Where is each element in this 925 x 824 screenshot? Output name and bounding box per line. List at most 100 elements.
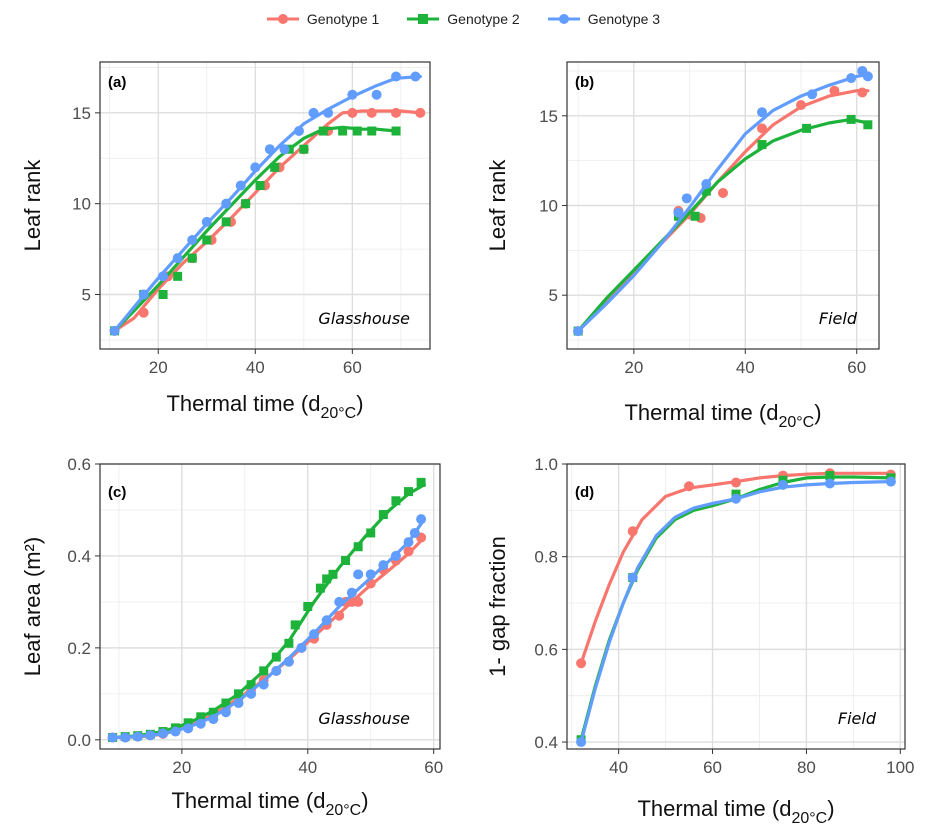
data-point-genotype-2: [404, 487, 414, 497]
y-axis-title: Leaf rank: [20, 159, 45, 252]
data-point-genotype-3: [576, 737, 587, 748]
data-point-genotype-1: [627, 526, 638, 537]
y-tick-label: 5: [549, 286, 558, 305]
data-point-genotype-1: [684, 481, 695, 492]
x-axis-title: Thermal time (d20°C): [171, 788, 368, 819]
x-tick-label: 40: [246, 358, 265, 377]
data-point-genotype-2: [353, 542, 363, 552]
data-point-genotype-2: [328, 569, 338, 579]
panel-tag: (b): [575, 74, 594, 91]
data-point-genotype-1: [415, 107, 426, 118]
series-line-genotype-3: [576, 73, 870, 333]
y-tick-label: 5: [82, 286, 91, 305]
data-point-genotype-3: [201, 216, 212, 227]
data-point-genotype-3: [334, 596, 345, 607]
data-point-genotype-3: [353, 569, 364, 580]
data-point-genotype-2: [284, 638, 294, 648]
x-axis-title: Thermal time (d20°C): [637, 796, 834, 824]
data-point-genotype-3: [807, 89, 818, 100]
data-point-genotype-2: [303, 602, 313, 611]
x-tick-label: 40: [298, 758, 317, 777]
data-point-genotype-1: [576, 658, 587, 669]
data-point-genotype-2: [202, 235, 212, 245]
data-point-genotype-3: [777, 479, 788, 490]
series-line-genotype-2: [576, 117, 870, 333]
data-point-genotype-3: [221, 198, 232, 209]
x-tick-label: 60: [424, 758, 443, 777]
data-point-genotype-3: [235, 180, 246, 191]
y-tick-label: 1.0: [534, 455, 558, 474]
plot-border: [566, 61, 880, 350]
data-point-genotype-3: [323, 107, 334, 118]
data-point-genotype-3: [365, 569, 376, 580]
data-point-genotype-3: [416, 514, 427, 525]
data-point-genotype-3: [885, 476, 896, 487]
y-axis-title: 1- gap fraction: [485, 536, 510, 677]
data-point-genotype-3: [403, 537, 414, 548]
y-tick-label: 10: [539, 197, 558, 216]
x-tick-label: 20: [624, 358, 643, 377]
data-point-genotype-2: [196, 712, 206, 722]
panel-3: 40 60 80 100 0.4 0.6 0.8 1.0 (d) Field Thermal tim…: [485, 455, 914, 824]
data-point-genotype-3: [862, 71, 873, 82]
y-tick-label: 0.0: [67, 731, 91, 750]
data-point-genotype-2: [757, 140, 767, 150]
data-point-genotype-1: [347, 107, 358, 118]
data-point-genotype-3: [409, 527, 420, 538]
data-point-genotype-3: [233, 698, 244, 709]
data-point-genotype-2: [290, 620, 300, 630]
plot-background: [567, 464, 905, 749]
data-point-genotype-2: [255, 181, 265, 191]
x-tick-label: 20: [149, 358, 168, 377]
legend-key-genotype-3: [547, 14, 580, 24]
panel-annotation: Glasshouse: [318, 709, 410, 728]
data-point-genotype-2: [391, 496, 401, 506]
data-point-genotype-2: [183, 718, 193, 728]
x-tick-label: 60: [847, 358, 866, 377]
panel-tag: (d): [575, 484, 594, 501]
data-point-genotype-3: [391, 71, 402, 82]
data-point-genotype-3: [731, 493, 741, 504]
data-point-genotype-2: [825, 471, 835, 481]
legend-key-genotype-1: [266, 14, 299, 24]
plot-background: [100, 464, 440, 749]
panel-tag: (c): [108, 484, 126, 501]
data-point-genotype-2: [352, 126, 362, 136]
data-point-genotype-2: [158, 290, 168, 300]
data-point-genotype-1: [718, 187, 728, 198]
data-point-genotype-3: [681, 193, 692, 204]
data-point-genotype-3: [157, 728, 168, 739]
data-point-genotype-3: [264, 144, 275, 155]
panel-annotation: Glasshouse: [318, 309, 410, 328]
data-point-genotype-3: [321, 615, 332, 626]
panel-1: 20 40 60 5 10 15 (b) Field Thermal time (d20°C) L…: [485, 61, 880, 431]
data-point-genotype-1: [829, 85, 840, 96]
data-point-genotype-3: [250, 162, 261, 173]
data-point-genotype-3: [220, 707, 231, 718]
plot-border: [566, 463, 906, 750]
x-axis-title: Thermal time (d20°C): [624, 400, 821, 431]
data-point-genotype-2: [802, 123, 812, 133]
data-point-genotype-3: [183, 723, 194, 734]
x-tick-label: 100: [886, 758, 914, 777]
data-point-genotype-1: [757, 123, 767, 134]
data-point-genotype-3: [246, 688, 257, 699]
legend-key-genotype-2: [407, 14, 440, 24]
data-point-genotype-2: [315, 583, 325, 593]
data-point-genotype-3: [824, 478, 835, 489]
x-tick-label: 40: [736, 358, 755, 377]
data-point-genotype-3: [279, 144, 290, 155]
data-point-genotype-3: [195, 718, 206, 729]
data-point-genotype-3: [258, 679, 269, 690]
y-tick-label: 10: [72, 195, 91, 214]
data-point-genotype-3: [347, 89, 358, 100]
data-point-genotype-2: [271, 652, 281, 662]
data-point-genotype-3: [757, 107, 767, 118]
data-point-genotype-2: [187, 253, 197, 263]
data-point-genotype-3: [187, 235, 198, 246]
data-point-genotype-3: [293, 126, 304, 137]
data-point-genotype-2: [338, 126, 348, 136]
x-tick-label: 60: [703, 758, 722, 777]
series-line-genotype-3: [579, 480, 893, 744]
